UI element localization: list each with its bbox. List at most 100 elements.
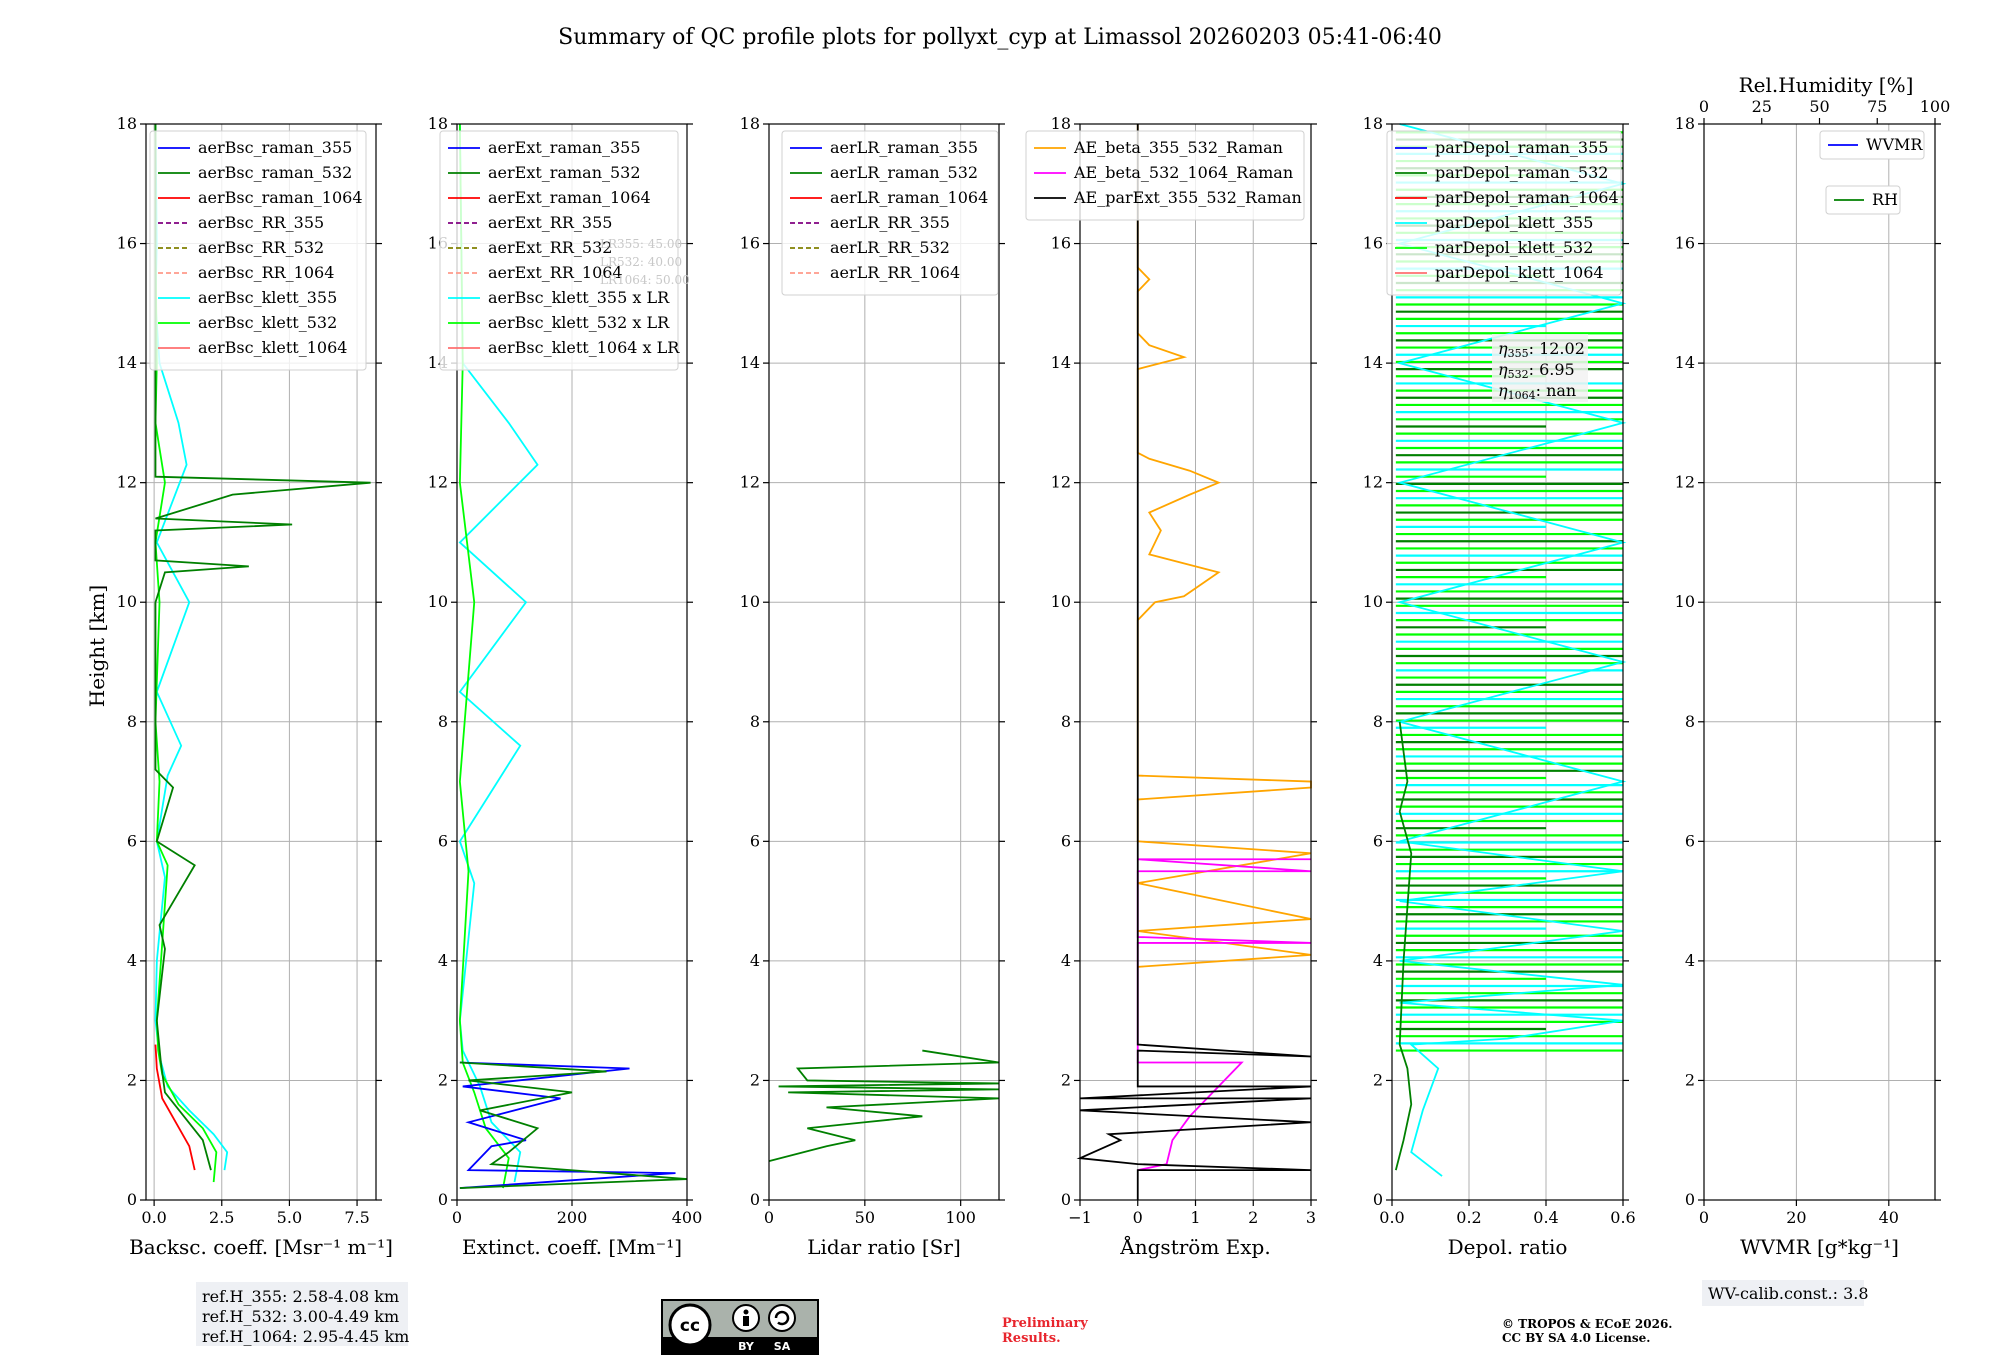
x-axis-label: Depol. ratio: [1448, 1235, 1568, 1259]
preliminary-line-2: Results.: [1002, 1331, 1061, 1346]
y-tick-label: 12: [1051, 473, 1071, 492]
legend: AE_beta_355_532_Raman AE_beta_532_1064_Ra…: [1025, 130, 1305, 221]
wv-calib-text: WV-calib.const.: 3.8: [1708, 1284, 1869, 1303]
eta-532: η532: 6.95: [1498, 360, 1575, 381]
x-axis-label: Extinct. coeff. [Mm⁻¹]: [462, 1235, 682, 1259]
legend-label: aerBsc_RR_355: [198, 213, 324, 232]
y-tick-label: 14: [1051, 353, 1071, 372]
y-tick-label: 10: [740, 592, 760, 611]
y-tick-label: 6: [1373, 831, 1383, 850]
rh-tick-label: 75: [1867, 97, 1887, 116]
y-tick-label: 4: [1061, 951, 1071, 970]
badge-sa: SA: [774, 1340, 791, 1353]
x-tick-label: 40: [1879, 1208, 1899, 1227]
y-tick-label: 0: [750, 1190, 760, 1209]
y-tick-label: 0: [438, 1190, 448, 1209]
profile-line-green: [459, 1061, 688, 1189]
y-tick-label: 12: [740, 473, 760, 492]
rh-tick-label: 100: [1920, 97, 1951, 116]
y-tick-label: 18: [1051, 114, 1071, 133]
x-tick-label: 0: [764, 1208, 774, 1227]
cc-license-badge[interactable]: cc BY SA: [661, 1299, 819, 1355]
legend: aerExt_raman_355 aerExt_raman_532 aerExt_r…: [439, 130, 680, 371]
axes-frame: [1703, 123, 1936, 1201]
x-tick-label: 0.0: [1379, 1208, 1404, 1227]
ref-height-532: ref.H_532: 3.00-4.49 km: [202, 1307, 399, 1326]
lr-faint-labels: LR355: 45.00 LR532: 40.00 LR1064: 50.00: [600, 237, 690, 287]
x-tick-label: 2: [1248, 1208, 1258, 1227]
y-tick-label: 2: [750, 1070, 760, 1089]
y-tick-label: 4: [438, 951, 448, 970]
legend-label: AE_beta_355_532_Raman: [1073, 138, 1283, 157]
rh-tick-label: 25: [1752, 97, 1772, 116]
legend-label: AE_beta_532_1064_Raman: [1073, 163, 1293, 182]
y-tick-label: 0: [1373, 1190, 1383, 1209]
legend: parDepol_raman_355 parDepol_raman_532 parD…: [1386, 130, 1622, 296]
y-tick-label: 14: [117, 353, 137, 372]
y-tick-label: 14: [1363, 353, 1383, 372]
x-tick-label: 0.2: [1456, 1208, 1481, 1227]
x-tick-label: 2.5: [209, 1208, 234, 1227]
y-tick-label: 0: [127, 1190, 137, 1209]
badge-by: BY: [738, 1340, 755, 1353]
profile-line-green: [154, 124, 371, 1171]
rh-tick-label: 0: [1699, 97, 1709, 116]
preliminary-line-1: Preliminary: [1002, 1316, 1088, 1331]
y-tick-label: 18: [117, 114, 137, 133]
y-tick-label: 6: [1685, 831, 1695, 850]
legend-label: aerExt_RR_532: [488, 238, 612, 257]
legend-label: aerBsc_klett_355: [198, 288, 337, 307]
legend-label: RH: [1872, 190, 1898, 209]
y-tick-label: 12: [1363, 473, 1383, 492]
legend-label: aerLR_raman_355: [830, 138, 978, 157]
y-tick-label: 16: [1363, 234, 1383, 253]
panel-3: 0 2 4 6 8 10 12 14 16 18 0 50 100 Lidar ratio [Sr] aer…: [740, 114, 1005, 1259]
legend-label: parDepol_raman_355: [1435, 138, 1608, 157]
y-tick-label: 18: [428, 114, 448, 133]
profile-line-cyan: [1396, 123, 1627, 1177]
x-tick-label: 0: [1699, 1208, 1709, 1227]
lr-faint-355: LR355: 45.00: [600, 237, 682, 251]
legend-label: parDepol_klett_355: [1435, 213, 1593, 232]
profile-line-orange: [1136, 124, 1312, 968]
y-tick-label: 18: [740, 114, 760, 133]
x-tick-label: 0: [1133, 1208, 1143, 1227]
legend-label: aerLR_RR_1064: [830, 263, 960, 282]
y-tick-label: 14: [740, 353, 760, 372]
y-tick-label: 0: [1685, 1190, 1695, 1209]
ref-height-355: ref.H_355: 2.58-4.08 km: [202, 1287, 399, 1306]
eta-1064: η1064: nan: [1498, 381, 1576, 402]
x-tick-label: 5.0: [277, 1208, 302, 1227]
lr-faint-1064: LR1064: 50.00: [600, 273, 690, 287]
y-tick-label: 4: [1373, 951, 1383, 970]
y-tick-label: 6: [1061, 831, 1071, 850]
x-tick-label: 50: [855, 1208, 875, 1227]
y-tick-label: 10: [1363, 592, 1383, 611]
copyright-line-2: CC BY SA 4.0 License.: [1502, 1331, 1650, 1345]
legend-label: aerBsc_klett_1064: [198, 338, 347, 357]
x-tick-label: 400: [672, 1208, 703, 1227]
y-tick-label: 10: [1675, 592, 1695, 611]
y-tick-label: 8: [127, 712, 137, 731]
y-tick-label: 2: [1061, 1070, 1071, 1089]
y-tick-label: 12: [117, 473, 137, 492]
y-axis-label: Height [km]: [85, 585, 109, 707]
legend-label: aerBsc_RR_1064: [198, 263, 334, 282]
x-axis-label: WVMR [g*kg⁻¹]: [1740, 1235, 1899, 1259]
legend-label: AE_parExt_355_532_Raman: [1073, 188, 1302, 207]
profile-line-green: [768, 1049, 1000, 1163]
axes-frame: [145, 123, 377, 1201]
y-tick-label: 2: [1685, 1070, 1695, 1089]
panel-5: 0 2 4 6 8 10 12 14 16 18 0.0 0.2 0.4 0.6 Depol. ratio p…: [1363, 114, 1636, 1259]
y-tick-label: 4: [750, 951, 760, 970]
legend-label: aerExt_raman_355: [488, 138, 641, 157]
cc-logo-text: cc: [680, 1316, 700, 1336]
legend-label: aerBsc_raman_355: [198, 138, 352, 157]
y-tick-label: 10: [1051, 592, 1071, 611]
y-tick-label: 2: [438, 1070, 448, 1089]
profile-line-green: [1394, 721, 1413, 1171]
rh-tick-label: 50: [1809, 97, 1829, 116]
